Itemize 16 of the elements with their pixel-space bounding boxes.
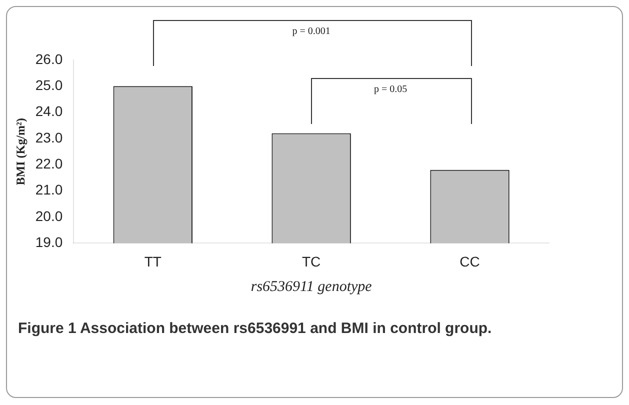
annotation: p = 0.05: [374, 84, 408, 95]
y-tick-label: 23.0: [35, 129, 63, 146]
x-axis-title: rs6536911 genotype: [250, 278, 372, 295]
y-axis-title: BMI (Kg/m²): [13, 118, 28, 186]
y-tick-label: 25.0: [35, 77, 63, 94]
y-tick-label: 21.0: [35, 182, 63, 198]
x-tick-label: CC: [460, 253, 480, 270]
y-tick-label: 22.0: [35, 156, 63, 172]
x-tick-label: TC: [302, 253, 321, 270]
text: p = 0.001: [292, 26, 330, 37]
caption: Figure 1 Association between rs6536991 and BMI in control group.: [18, 319, 493, 339]
y-tick-label: 24.0: [35, 103, 63, 120]
y-tick-label: 19.0: [35, 234, 63, 250]
y-tick-label: 20.0: [35, 208, 63, 224]
y-tick-label: 26.0: [35, 50, 63, 67]
x-tick-label: TT: [144, 253, 162, 270]
